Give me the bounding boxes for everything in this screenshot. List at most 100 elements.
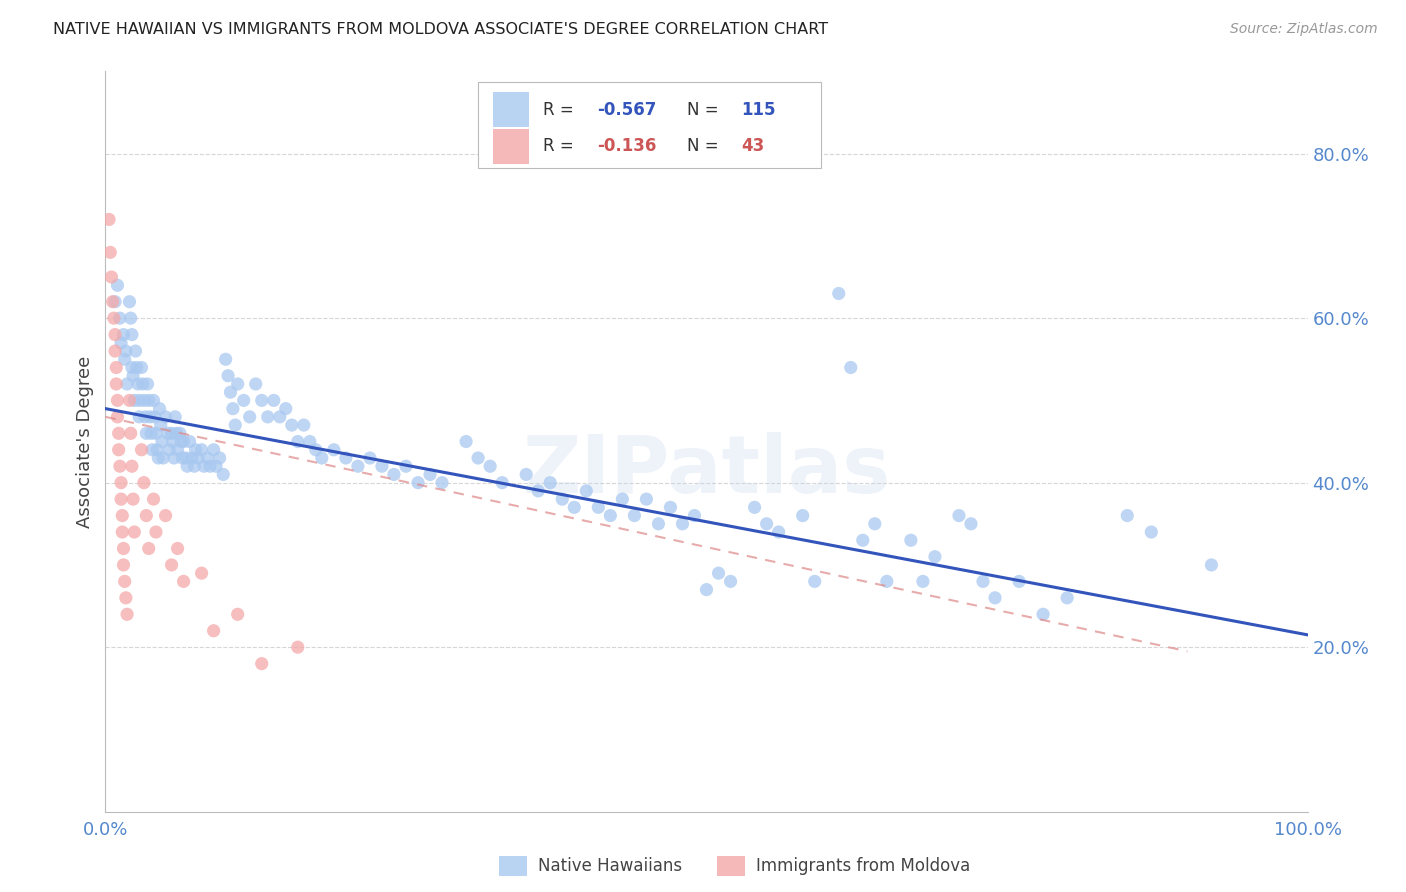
Point bbox=[720, 574, 742, 589]
Point bbox=[100, 270, 122, 285]
Point bbox=[900, 533, 922, 548]
Point bbox=[169, 426, 191, 441]
Point bbox=[122, 492, 145, 507]
Point bbox=[138, 393, 160, 408]
Point bbox=[134, 409, 156, 424]
Point bbox=[163, 450, 186, 465]
Point bbox=[160, 558, 183, 572]
Point bbox=[115, 376, 138, 391]
Point bbox=[128, 409, 150, 424]
Point bbox=[103, 311, 125, 326]
Point bbox=[107, 409, 129, 424]
Point bbox=[184, 442, 207, 457]
Point bbox=[208, 450, 231, 465]
Point bbox=[347, 459, 370, 474]
Point bbox=[924, 549, 946, 564]
Point bbox=[173, 574, 195, 589]
Point bbox=[256, 409, 278, 424]
Point bbox=[984, 591, 1007, 605]
Point bbox=[115, 591, 138, 605]
Point bbox=[145, 524, 167, 539]
Point bbox=[226, 607, 249, 622]
Point bbox=[575, 483, 598, 498]
Point bbox=[114, 574, 136, 589]
Point bbox=[142, 393, 165, 408]
Point bbox=[120, 311, 142, 326]
FancyBboxPatch shape bbox=[478, 82, 821, 168]
Point bbox=[127, 376, 149, 391]
Point bbox=[281, 418, 304, 433]
Text: R =: R = bbox=[543, 137, 574, 155]
Point bbox=[112, 558, 135, 572]
Bar bbox=[492, 92, 529, 128]
Point bbox=[148, 450, 170, 465]
Point bbox=[170, 434, 193, 449]
Point bbox=[454, 434, 477, 449]
Point bbox=[121, 327, 143, 342]
Point bbox=[131, 442, 153, 457]
Bar bbox=[492, 128, 529, 164]
Point bbox=[359, 450, 381, 465]
Point bbox=[107, 393, 129, 408]
Point bbox=[131, 360, 153, 375]
Point bbox=[803, 574, 825, 589]
Point bbox=[972, 574, 994, 589]
Point bbox=[105, 376, 128, 391]
Point bbox=[107, 278, 129, 293]
Point bbox=[128, 393, 150, 408]
Point bbox=[105, 360, 128, 375]
Point bbox=[562, 500, 585, 515]
Point bbox=[115, 344, 138, 359]
Point bbox=[136, 376, 159, 391]
Point bbox=[371, 459, 394, 474]
Point bbox=[250, 393, 273, 408]
Point bbox=[150, 434, 173, 449]
Text: N =: N = bbox=[688, 101, 718, 119]
Point bbox=[960, 516, 983, 531]
Point bbox=[636, 492, 658, 507]
Point bbox=[112, 541, 135, 556]
Point bbox=[311, 450, 333, 465]
Point bbox=[828, 286, 851, 301]
Point bbox=[839, 360, 862, 375]
Point bbox=[172, 450, 194, 465]
Point bbox=[165, 426, 187, 441]
Y-axis label: Associate's Degree: Associate's Degree bbox=[76, 355, 94, 528]
Point bbox=[226, 376, 249, 391]
Point bbox=[755, 516, 778, 531]
Point bbox=[202, 624, 225, 638]
Point bbox=[132, 475, 155, 490]
Point bbox=[146, 442, 169, 457]
Point bbox=[322, 442, 344, 457]
Point bbox=[768, 524, 790, 539]
Point bbox=[141, 442, 163, 457]
Point bbox=[139, 426, 162, 441]
Point bbox=[104, 327, 127, 342]
Point bbox=[395, 459, 418, 474]
Point bbox=[202, 442, 225, 457]
Point bbox=[139, 409, 162, 424]
Point bbox=[1116, 508, 1139, 523]
Point bbox=[245, 376, 267, 391]
Point bbox=[98, 212, 121, 227]
Point bbox=[108, 311, 131, 326]
Point bbox=[588, 500, 610, 515]
Text: -0.136: -0.136 bbox=[598, 137, 657, 155]
Point bbox=[515, 467, 537, 482]
Point bbox=[135, 426, 157, 441]
Point bbox=[1201, 558, 1223, 572]
Point bbox=[110, 475, 132, 490]
Point bbox=[647, 516, 669, 531]
Point bbox=[232, 393, 254, 408]
Text: Immigrants from Moldova: Immigrants from Moldova bbox=[756, 857, 970, 875]
Point bbox=[382, 467, 405, 482]
Point bbox=[406, 475, 429, 490]
Point bbox=[155, 508, 177, 523]
Point bbox=[118, 294, 141, 309]
Point bbox=[112, 327, 135, 342]
Text: 43: 43 bbox=[741, 137, 765, 155]
Point bbox=[176, 459, 198, 474]
Point bbox=[1056, 591, 1078, 605]
Point bbox=[156, 426, 179, 441]
Point bbox=[98, 245, 121, 260]
